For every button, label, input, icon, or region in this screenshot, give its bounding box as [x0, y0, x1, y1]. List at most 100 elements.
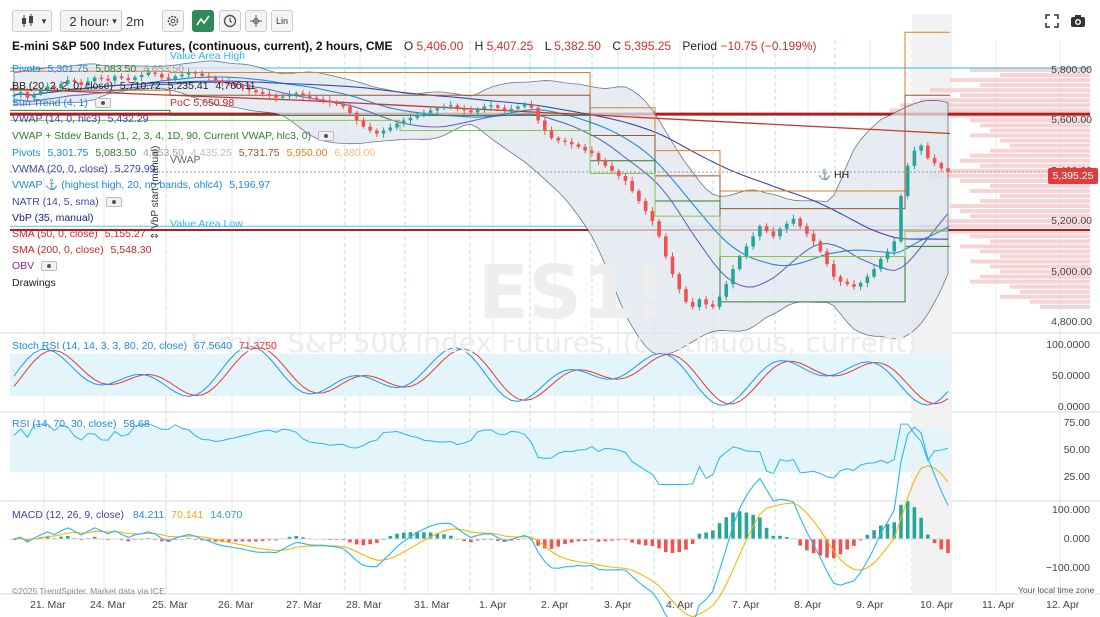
volume-profile-bar — [950, 78, 1090, 83]
candle-body — [744, 246, 749, 257]
legend-sma-50[interactable]: SMA (50, 0, close) 5,155.27 — [12, 228, 146, 240]
crosshair-button[interactable] — [245, 10, 267, 32]
volume-profile-bar — [930, 173, 1090, 178]
legend-vwap-anchored[interactable]: VWAP ⚓ (highest high, 20, no bands, ohlc… — [12, 179, 271, 191]
volume-profile-bar — [1000, 254, 1090, 259]
volume-profile-bar — [970, 68, 1090, 72]
fullscreen-icon — [1045, 14, 1059, 28]
macd-histogram-bar — [845, 539, 850, 550]
fullscreen-button[interactable] — [1045, 10, 1059, 32]
candle-body — [354, 112, 359, 121]
eye-icon[interactable] — [94, 98, 111, 109]
candle-body — [697, 299, 702, 307]
replay-button[interactable] — [219, 10, 241, 32]
legend-sma-200[interactable]: SMA (200, 0, close) 5,548.30 — [12, 244, 152, 256]
legend-vwap-hlc3[interactable]: VWAP (14, 0, hlc3) 5,432.29 — [12, 113, 149, 125]
candle-body — [939, 163, 944, 169]
time-tick-label: 11. Apr — [982, 599, 1015, 611]
macd-histogram-bar — [549, 539, 554, 549]
macd-histogram-bar — [926, 534, 930, 539]
macd-histogram-bar — [79, 539, 83, 541]
indicators-button[interactable] — [192, 10, 214, 32]
candle-body — [448, 105, 453, 107]
legend-bollinger-bands[interactable]: BB (20, 2, 2, 0, close) 5,710.72 5,235.4… — [12, 80, 256, 92]
volume-profile-bar — [1020, 289, 1090, 294]
macd-legend[interactable]: MACD (12, 26, 9, close) 84.211 70.141 14… — [12, 509, 243, 521]
macd-histogram-bar — [233, 539, 238, 542]
volume-profile-bar — [980, 163, 1090, 168]
chart-type-button[interactable]: ▾ — [12, 10, 52, 32]
macd-histogram-bar — [784, 537, 789, 539]
rsi-legend[interactable]: RSI (14, 70, 30, close) 58.68 — [12, 418, 150, 430]
candle-body — [18, 92, 23, 96]
candle-body — [99, 77, 104, 79]
volume-profile-bar — [1000, 294, 1090, 299]
snapshot-button[interactable] — [1070, 10, 1086, 32]
time-tick-label: 4. Apr — [666, 599, 694, 611]
macd-histogram-bar — [401, 532, 406, 539]
candle-body — [879, 259, 883, 270]
macd-histogram-bar — [287, 536, 292, 539]
macd-histogram-bar — [697, 533, 702, 539]
candle-body — [267, 93, 272, 96]
macd-histogram-bar — [583, 539, 587, 541]
legend-vwma[interactable]: VWMA (20, 0, close) 5,279.99 — [12, 163, 156, 175]
time-tick-label: 24. Mar — [90, 599, 126, 611]
candle-body — [482, 106, 487, 110]
candle-body — [220, 80, 225, 83]
volume-profile-bar — [1010, 143, 1090, 148]
macd-histogram-bar — [872, 530, 876, 539]
legend-pivots-1[interactable]: Pivots 5,301.75 5,083.50 4,653.50 — [12, 63, 184, 75]
interval-chevron[interactable]: ▾ — [108, 10, 122, 32]
volume-profile-bar — [980, 249, 1090, 254]
candle-body — [186, 72, 191, 75]
macd-histogram-bar — [603, 539, 608, 542]
volume-profile-bar — [990, 183, 1090, 188]
candle-body — [334, 102, 339, 105]
time-tick-label: 28. Mar — [346, 599, 382, 611]
eye-icon[interactable] — [105, 197, 122, 208]
vwap-label: VWAP — [170, 154, 201, 166]
last-price-tag: 5,395.25 — [1048, 168, 1098, 184]
volume-profile-bar — [950, 204, 1090, 209]
candle-body — [872, 269, 876, 277]
legend-vwap-bands[interactable]: VWAP + Stdev Bands (1, 2, 3, 4, 1D, 90, … — [12, 130, 335, 143]
time-tick-label: 27. Mar — [286, 599, 322, 611]
clock-icon — [223, 14, 237, 28]
vwap-line — [13, 80, 949, 240]
legend-sun-trend[interactable]: Sun Trend (4, 1) — [12, 97, 111, 110]
macd-histogram-bar — [495, 539, 500, 541]
legend-pivots-2[interactable]: Pivots 5,301.75 5,083.50 4,653.50 4,435.… — [12, 147, 376, 159]
candle-body — [442, 106, 446, 109]
volume-profile-bar — [990, 148, 1090, 153]
legend-drawings[interactable]: Drawings — [12, 277, 56, 289]
eye-icon[interactable] — [318, 131, 335, 142]
candle-body — [475, 109, 480, 113]
candle-body — [25, 92, 30, 98]
macd-histogram-bar — [811, 539, 816, 554]
legend-natr[interactable]: NATR (14, 5, sma) — [12, 196, 122, 209]
candle-body — [119, 76, 124, 79]
settings-button[interactable] — [162, 10, 184, 32]
candle-body — [529, 104, 534, 108]
legend-obv[interactable]: OBV — [12, 260, 58, 273]
legend-vbp[interactable]: VbP (35, manual) — [12, 212, 94, 224]
candle-body — [838, 276, 843, 282]
scale-button[interactable]: Lin — [271, 10, 293, 32]
candle-body — [59, 83, 63, 89]
eye-icon[interactable] — [41, 261, 58, 272]
low-value: 5,382.50 — [554, 39, 601, 53]
secondary-interval[interactable]: 2m — [126, 13, 145, 29]
price-tick-label: 4,800.00 — [1051, 316, 1092, 328]
candle-body — [623, 175, 628, 181]
macd-histogram-bar — [361, 539, 366, 546]
candle-body — [590, 150, 594, 154]
high-value: 5,407.25 — [486, 39, 534, 53]
macd-histogram-bar — [663, 539, 668, 553]
volume-profile-bar — [1000, 73, 1090, 78]
candle-body — [92, 77, 97, 82]
volume-profile-bar — [980, 83, 1090, 88]
volume-profile-bar — [970, 259, 1090, 264]
stoch-rsi-legend[interactable]: Stoch RSI (14, 14, 3, 3, 80, 20, close) … — [12, 340, 277, 352]
